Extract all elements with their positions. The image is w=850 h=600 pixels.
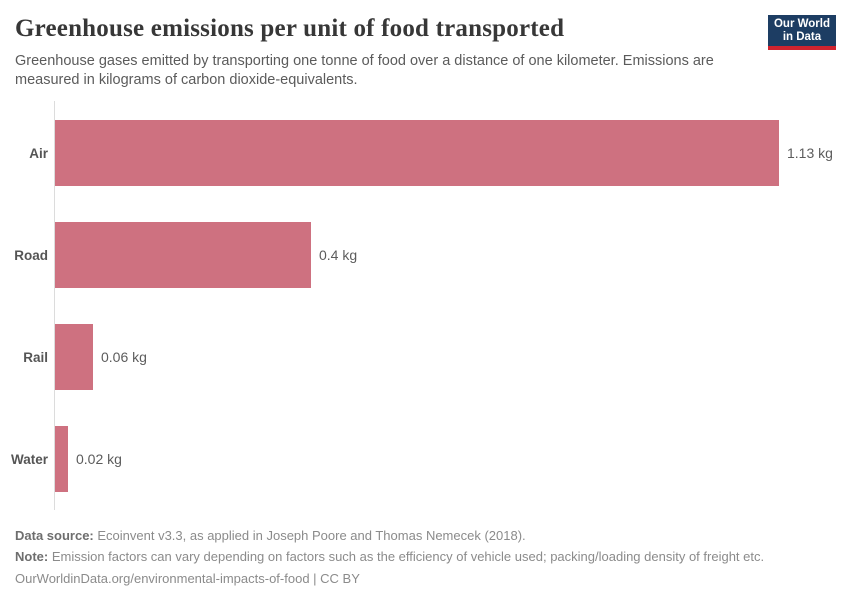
bar-row-air: Air 1.13 kg — [0, 120, 850, 187]
footer-note: Note: Emission factors can vary dependin… — [15, 546, 835, 567]
owid-logo-line1: Our World — [773, 18, 830, 30]
header-text-block: Greenhouse emissions per unit of food tr… — [15, 14, 760, 90]
bar-air — [55, 120, 779, 187]
bar-row-water: Water 0.02 kg — [0, 426, 850, 493]
header: Greenhouse emissions per unit of food tr… — [0, 0, 850, 90]
data-source-label: Data source: — [15, 527, 94, 543]
note-label: Note: — [15, 549, 49, 565]
footer-data-source: Data source: Ecoinvent v3.3, as applied … — [15, 525, 835, 546]
note-text: Emission factors can vary depending on f… — [48, 549, 765, 565]
bar-rail — [55, 324, 93, 391]
bar-water — [55, 426, 68, 493]
chart-subtitle: Greenhouse gases emitted by transporting… — [15, 53, 714, 89]
chart-title: Greenhouse emissions per unit of food tr… — [15, 15, 565, 42]
bar-row-road: Road 0.4 kg — [0, 222, 850, 289]
bar-chart: Air 1.13 kg Road 0.4 kg Rail 0.06 kg Water 0.02… — [0, 101, 850, 511]
footer: Data source: Ecoinvent v3.3, as applied … — [15, 525, 835, 589]
value-label: 0.02 kg — [76, 451, 122, 468]
owid-logo: Our World in Data — [767, 15, 836, 50]
category-label: Road — [14, 247, 48, 263]
category-label: Air — [29, 145, 48, 161]
y-axis-line — [54, 101, 55, 511]
category-label: Rail — [23, 349, 48, 365]
value-label: 0.06 kg — [101, 349, 147, 366]
data-source-text: Ecoinvent v3.3, as applied in Joseph Poo… — [93, 527, 526, 543]
bar-road — [55, 222, 311, 289]
category-label: Water — [10, 451, 48, 467]
owid-logo-line2: in Data — [782, 31, 822, 43]
footer-citation-url: OurWorldinData.org/environmental-impacts… — [15, 570, 360, 586]
value-label: 0.4 kg — [319, 247, 358, 264]
bar-row-rail: Rail 0.06 kg — [0, 324, 850, 391]
value-label: 1.13 kg — [787, 145, 833, 162]
